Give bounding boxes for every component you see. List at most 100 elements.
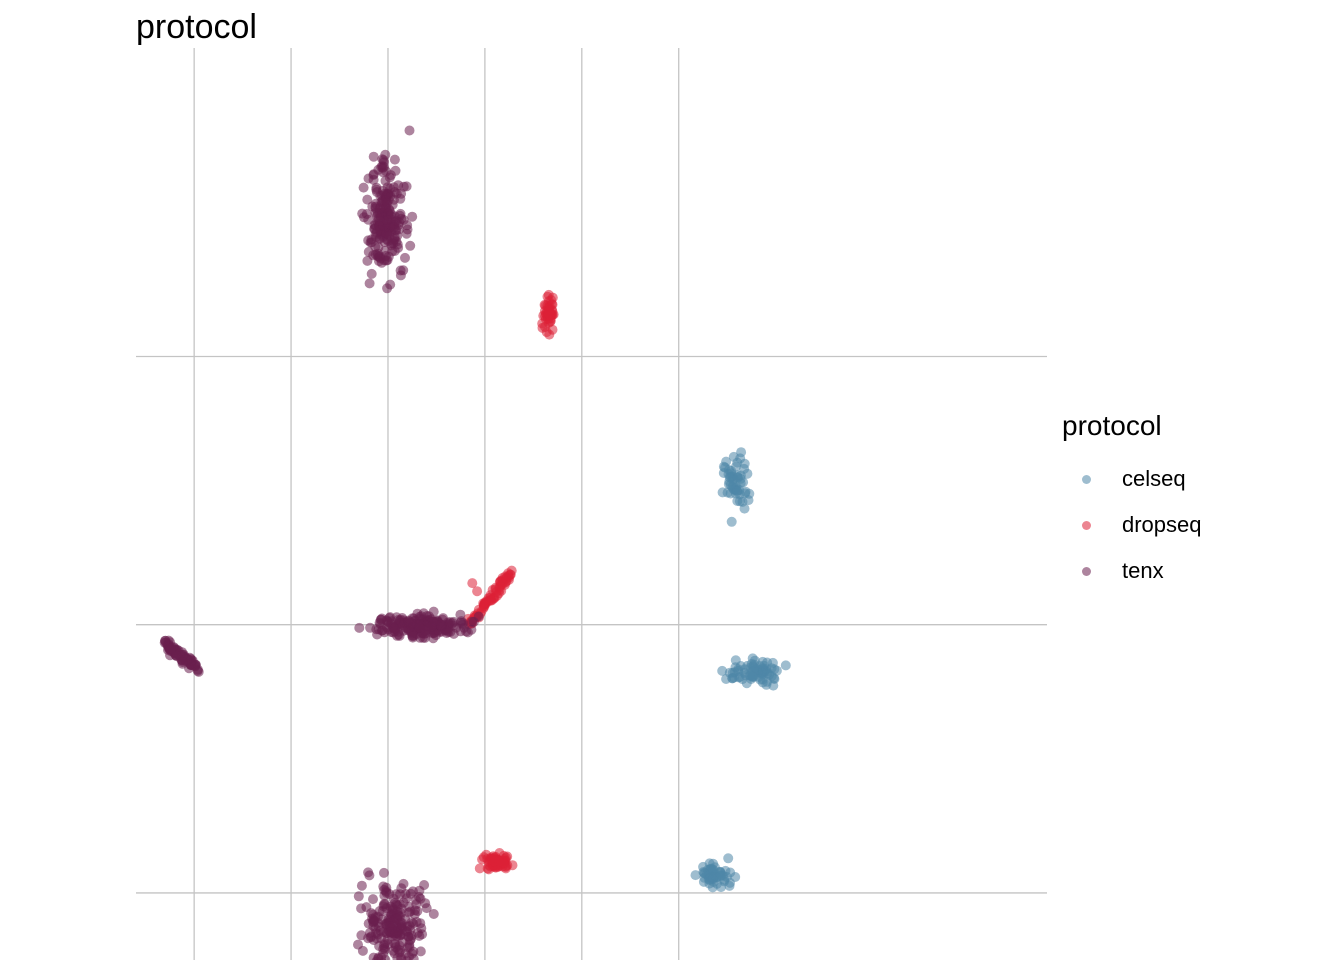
point-tenx <box>177 657 188 668</box>
point-tenx <box>415 632 425 643</box>
point-celseq <box>761 679 772 690</box>
point-tenx <box>377 185 388 196</box>
legend: protocol celseq dropseq tenx <box>1062 410 1202 594</box>
point-tenx <box>356 930 367 941</box>
point-tenx <box>354 622 365 633</box>
point-celseq <box>728 451 739 462</box>
point-tenx <box>165 643 176 654</box>
point-tenx <box>358 182 369 193</box>
point-dropseq <box>490 584 501 595</box>
point-tenx <box>401 181 412 192</box>
point-celseq <box>732 486 743 497</box>
point-tenx <box>361 209 372 219</box>
point-tenx <box>415 893 426 904</box>
point-tenx <box>411 917 422 927</box>
point-tenx <box>416 611 427 622</box>
point-tenx <box>377 625 388 636</box>
legend-label-dropseq: dropseq <box>1122 512 1202 537</box>
point-tenx <box>466 624 477 635</box>
point-tenx <box>390 927 401 938</box>
point-tenx <box>368 174 379 185</box>
point-tenx <box>426 621 437 632</box>
point-celseq <box>717 665 728 676</box>
point-dropseq <box>478 603 489 614</box>
point-tenx <box>363 867 374 878</box>
point-celseq <box>724 667 735 678</box>
point-tenx <box>388 238 399 249</box>
point-tenx <box>404 939 415 950</box>
point-tenx <box>407 948 418 959</box>
point-celseq <box>735 661 746 671</box>
point-celseq <box>732 472 743 483</box>
point-dropseq <box>472 586 483 597</box>
point-tenx <box>381 903 392 914</box>
chart-title: protocol <box>136 8 257 46</box>
point-tenx <box>385 279 396 290</box>
point-tenx <box>396 903 407 914</box>
point-dropseq <box>543 305 554 316</box>
point-celseq <box>734 496 745 507</box>
point-tenx <box>193 666 204 677</box>
point-celseq <box>690 870 701 881</box>
point-celseq <box>724 472 735 483</box>
legend-label-tenx: tenx <box>1122 558 1164 583</box>
legend-label-celseq: celseq <box>1122 466 1186 491</box>
point-tenx <box>380 149 391 160</box>
point-tenx <box>380 954 391 960</box>
point-tenx <box>398 265 409 276</box>
point-tenx <box>436 619 447 630</box>
point-tenx <box>396 954 407 960</box>
legend-dot-tenx <box>1081 566 1091 576</box>
point-celseq <box>739 463 750 474</box>
legend-item-dropseq: dropseq <box>1062 502 1202 548</box>
point-tenx <box>379 255 390 266</box>
point-celseq <box>780 660 791 671</box>
point-celseq <box>740 486 751 497</box>
point-tenx <box>389 154 400 165</box>
point-dropseq <box>545 315 556 326</box>
point-dropseq <box>467 578 478 589</box>
point-tenx <box>415 946 426 957</box>
point-tenx <box>370 923 381 934</box>
point-tenx <box>381 886 392 897</box>
point-tenx <box>394 217 405 228</box>
legend-title: protocol <box>1062 410 1162 441</box>
legend-item-tenx: tenx <box>1062 548 1202 594</box>
point-tenx <box>389 246 400 256</box>
point-tenx <box>368 894 378 905</box>
point-tenx <box>386 917 397 928</box>
point-tenx <box>379 867 389 878</box>
point-tenx <box>353 891 364 902</box>
point-celseq <box>758 664 769 675</box>
point-tenx <box>159 637 170 648</box>
point-tenx <box>368 151 379 162</box>
point-tenx <box>428 633 439 644</box>
point-celseq <box>741 678 752 689</box>
point-tenx <box>404 125 415 136</box>
point-celseq <box>720 865 731 876</box>
point-celseq <box>745 670 756 681</box>
point-tenx <box>375 216 385 227</box>
point-tenx <box>353 939 363 950</box>
point-tenx <box>390 942 401 953</box>
point-dropseq <box>483 864 494 875</box>
point-tenx <box>380 195 391 206</box>
point-tenx <box>467 616 477 627</box>
point-tenx <box>362 255 373 266</box>
point-celseq <box>723 853 734 864</box>
point-tenx <box>405 240 416 251</box>
point-tenx <box>393 224 404 235</box>
point-dropseq <box>544 329 555 340</box>
point-celseq <box>708 865 719 876</box>
point-tenx <box>362 194 373 205</box>
grid-lines <box>136 48 1047 960</box>
point-celseq <box>736 447 747 458</box>
point-tenx <box>389 623 400 634</box>
point-dropseq <box>497 573 508 583</box>
point-dropseq <box>489 852 500 863</box>
point-celseq <box>703 874 714 885</box>
point-tenx <box>410 905 420 916</box>
point-celseq <box>722 487 733 498</box>
point-tenx <box>403 616 414 627</box>
